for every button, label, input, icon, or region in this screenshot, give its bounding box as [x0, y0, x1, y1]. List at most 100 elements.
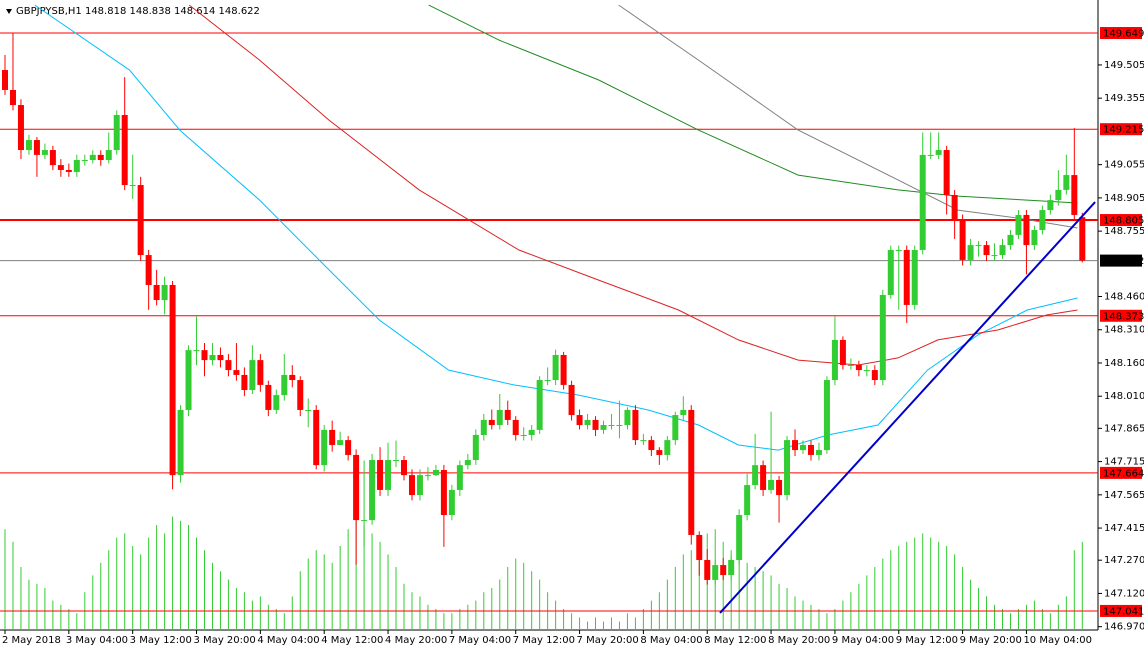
candle-body: [432, 470, 439, 476]
candle-body: [201, 350, 208, 361]
candle-body: [887, 249, 894, 295]
candle-body: [472, 434, 479, 461]
level-box: [1100, 214, 1142, 227]
y-tick-label: 149.355: [1104, 93, 1144, 104]
candle-body: [720, 565, 727, 576]
candle-body: [345, 440, 352, 455]
candle-body: [241, 374, 248, 391]
candle-body: [265, 384, 272, 410]
candle-body: [1055, 189, 1062, 201]
candle-body: [648, 440, 655, 451]
candle-body: [81, 159, 88, 161]
x-tick-label: 7 May 04:00: [449, 635, 511, 646]
candle-body: [632, 409, 639, 441]
candle-body: [65, 169, 72, 172]
y-tick-label: 147.270: [1104, 555, 1144, 566]
x-tick-label: 3 May 20:00: [194, 635, 256, 646]
candle-body: [89, 154, 96, 160]
candle-body: [696, 534, 703, 560]
candle-body: [823, 380, 830, 451]
candle-body: [903, 249, 910, 305]
candle-body: [855, 364, 862, 371]
candle-body: [1071, 175, 1078, 215]
candle-body: [385, 460, 392, 490]
candle-body: [1079, 217, 1086, 261]
level-label: 149.215: [1103, 125, 1144, 136]
candle-body: [257, 360, 264, 385]
candle-body: [153, 284, 160, 301]
candle-body: [217, 354, 224, 361]
candle-body: [249, 360, 256, 391]
candle-body: [935, 150, 942, 155]
candle-body: [512, 419, 519, 435]
x-tick-label: 2 May 2018: [2, 635, 61, 646]
candle-body: [2, 70, 8, 90]
candle-body: [839, 339, 846, 365]
candle-body: [401, 460, 407, 476]
trendline: [719, 201, 1096, 614]
candle-body: [600, 425, 607, 430]
candle-body: [544, 380, 551, 382]
candle-body: [329, 429, 336, 445]
candle-body: [1063, 175, 1070, 190]
candle-body: [991, 255, 998, 257]
candle-body: [807, 444, 814, 455]
candle-body: [967, 245, 974, 260]
candle-body: [672, 415, 679, 441]
candle-body: [361, 520, 368, 522]
candle-body: [369, 460, 376, 521]
x-tick-label: 9 May 04:00: [832, 635, 894, 646]
candle-body: [608, 425, 615, 427]
candle-body: [528, 429, 535, 435]
candle-body: [847, 364, 854, 366]
level-label: 148.373: [1103, 311, 1144, 322]
candle-body: [1015, 214, 1022, 235]
level-box: [1100, 123, 1142, 136]
level-box: [1100, 466, 1142, 479]
candle-body: [728, 559, 735, 576]
y-tick-label: 148.755: [1104, 226, 1144, 237]
candle-body: [393, 460, 400, 462]
candle-body: [919, 154, 926, 250]
candle-body: [297, 380, 304, 410]
candle-body: [57, 165, 64, 170]
candle-body: [895, 249, 902, 251]
candle-body: [879, 294, 886, 381]
candle-body: [337, 440, 344, 445]
candle-body: [784, 440, 791, 496]
y-tick-label: 148.010: [1104, 391, 1144, 402]
candle-body: [281, 374, 288, 396]
candle-body: [664, 440, 671, 455]
candle-body: [1007, 234, 1014, 246]
x-tick-label: 3 May 12:00: [130, 635, 192, 646]
candle-body: [616, 425, 623, 427]
candle-body: [863, 370, 870, 372]
x-tick-label: 8 May 04:00: [640, 635, 702, 646]
x-tick-label: 3 May 04:00: [66, 635, 128, 646]
candle-body: [9, 89, 16, 106]
candle-body: [536, 380, 543, 430]
candle-body: [456, 465, 463, 490]
candle-body: [688, 409, 695, 535]
candle-body: [105, 150, 112, 160]
candle-body: [768, 479, 775, 490]
candle-body: [129, 185, 136, 187]
candle-body: [792, 440, 799, 451]
x-tick-label: 7 May 12:00: [513, 635, 575, 646]
candle-body: [1039, 210, 1046, 231]
moving-average: [34, 4, 1078, 451]
candle-body: [480, 419, 487, 435]
candle-body: [41, 150, 48, 155]
candle-body: [273, 395, 280, 410]
candle-body: [145, 255, 152, 285]
level-label: 147.041: [1103, 606, 1144, 617]
candle-body: [584, 419, 591, 426]
y-tick-label: 147.865: [1104, 423, 1144, 434]
level-box: [1100, 27, 1142, 40]
candle-body: [752, 465, 759, 486]
candle-body: [568, 384, 575, 416]
candle-body: [113, 115, 120, 151]
y-tick-label: 147.415: [1104, 523, 1144, 534]
candle-body: [225, 360, 232, 371]
